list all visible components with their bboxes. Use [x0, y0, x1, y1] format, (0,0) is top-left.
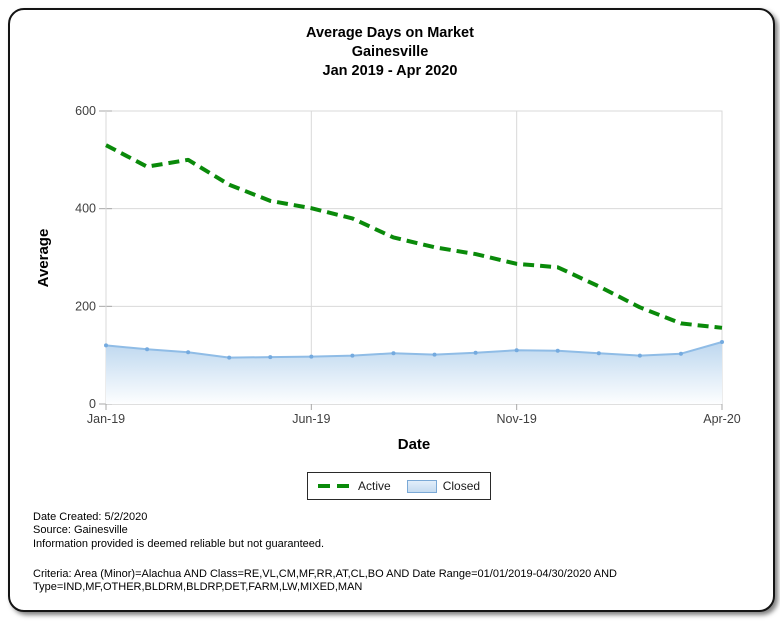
closed-series-marker: [350, 353, 355, 358]
active-series-line: [105, 143, 723, 330]
chart-title-line-3: Jan 2019 - Apr 2020: [322, 63, 458, 79]
closed-series-marker: [432, 352, 437, 357]
active-legend-swatch-icon: [318, 484, 352, 488]
closed-series-marker: [309, 354, 314, 359]
closed-series-marker: [678, 351, 683, 356]
x-tick-label: Jan-19: [87, 412, 125, 426]
legend-label-active: Active: [358, 479, 391, 493]
closed-legend-swatch-icon: [406, 479, 437, 493]
y-tick-label: 600: [75, 104, 96, 118]
closed-series-marker: [186, 350, 191, 355]
closed-series-marker: [555, 348, 560, 353]
closed-series-marker: [268, 355, 273, 360]
source-text: Source: Gainesville: [33, 524, 128, 537]
closed-series-line: [105, 341, 723, 359]
y-tick-label: 200: [75, 299, 96, 313]
date-created-text: Date Created: 5/2/2020: [33, 511, 148, 523]
y-tick-label: 400: [75, 202, 96, 216]
closed-series-marker: [145, 347, 150, 352]
chart-title-line-1: Average Days on Market: [306, 25, 474, 41]
closed-series-marker: [637, 353, 642, 358]
footer-info: Date Created: 5/2/2020 Source: Gainesvil…: [33, 511, 324, 551]
closed-series-marker: [720, 339, 724, 344]
chart-title-line-2: Gainesville: [351, 44, 429, 60]
legend-label-closed: Closed: [442, 479, 481, 493]
y-axis-title: Average: [35, 229, 52, 288]
criteria-text: Criteria: Area (Minor)=Alachua AND Class…: [33, 568, 617, 595]
disclaimer-text: Information provided is deemed reliable …: [33, 537, 325, 550]
x-axis-title: Date: [398, 436, 431, 453]
closed-series-marker: [227, 355, 232, 360]
closed-series-marker: [514, 348, 519, 353]
criteria-line-2: Type=IND,MF,OTHER,BLDRM,BLDRP,DET,FARM,L…: [33, 581, 363, 594]
chart-title: Average Days on Market Gainesville Jan 2…: [0, 24, 780, 81]
closed-series-marker: [473, 350, 478, 355]
x-tick-label: Nov-19: [497, 412, 537, 426]
closed-series-marker: [596, 351, 601, 356]
y-tick-label: 0: [89, 397, 96, 411]
criteria-line-1: Criteria: Area (Minor)=Alachua AND Class…: [33, 568, 617, 580]
legend: Active Closed: [307, 472, 492, 500]
closed-series-marker: [104, 343, 108, 348]
x-tick-label: Jun-19: [292, 412, 330, 426]
closed-series-marker: [391, 351, 396, 356]
x-tick-label: Apr-20: [703, 412, 741, 426]
